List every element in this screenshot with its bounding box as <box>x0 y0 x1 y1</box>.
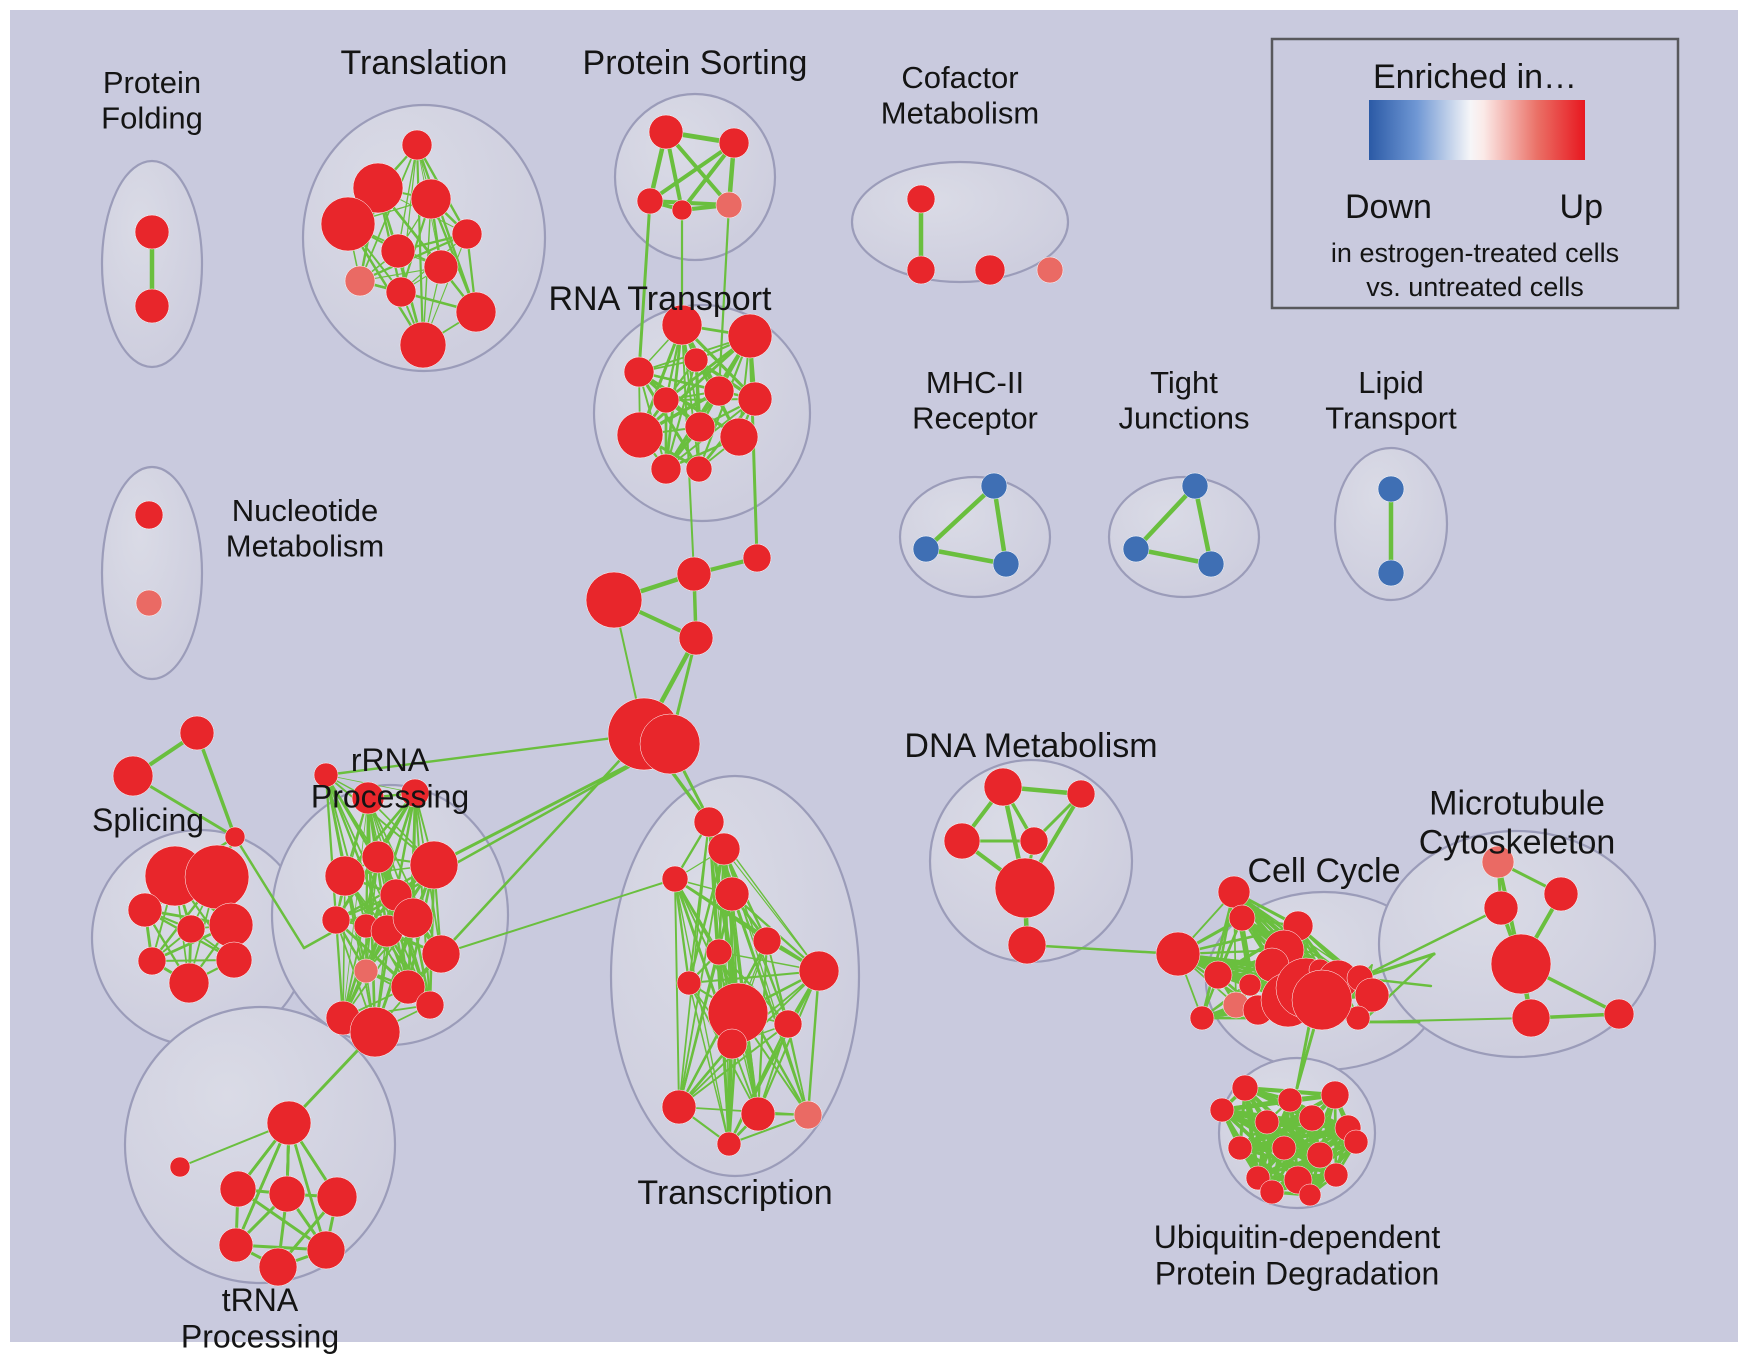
svg-text:Receptor: Receptor <box>912 401 1038 436</box>
svg-text:Folding: Folding <box>101 101 203 136</box>
svg-text:Translation: Translation <box>341 44 508 82</box>
svg-text:RNA Transport: RNA Transport <box>549 280 773 318</box>
svg-text:Ubiquitin-dependent: Ubiquitin-dependent <box>1154 1219 1441 1255</box>
svg-text:Processing: Processing <box>181 1318 339 1354</box>
svg-text:Processing: Processing <box>311 778 469 814</box>
svg-text:in estrogen-treated cells: in estrogen-treated cells <box>1331 238 1619 268</box>
svg-text:Down: Down <box>1345 188 1432 226</box>
svg-text:Microtubule: Microtubule <box>1429 785 1605 823</box>
svg-text:Enriched in…: Enriched in… <box>1373 58 1577 96</box>
svg-text:Transport: Transport <box>1325 401 1457 436</box>
svg-text:Metabolism: Metabolism <box>226 529 385 564</box>
svg-text:Junctions: Junctions <box>1119 401 1250 436</box>
svg-text:Protein Sorting: Protein Sorting <box>583 44 808 82</box>
svg-text:Metabolism: Metabolism <box>881 96 1040 131</box>
svg-text:tRNA: tRNA <box>222 1282 299 1318</box>
svg-text:MHC-II: MHC-II <box>926 365 1024 400</box>
svg-text:Lipid: Lipid <box>1358 365 1424 400</box>
svg-text:Nucleotide: Nucleotide <box>232 493 378 528</box>
svg-text:Transcription: Transcription <box>637 1174 832 1212</box>
svg-text:DNA Metabolism: DNA Metabolism <box>904 727 1157 765</box>
svg-text:Protein Degradation: Protein Degradation <box>1155 1255 1440 1291</box>
svg-text:Up: Up <box>1560 188 1603 226</box>
svg-text:Cytoskeleton: Cytoskeleton <box>1419 823 1616 861</box>
svg-text:Splicing: Splicing <box>92 802 204 838</box>
svg-text:Protein: Protein <box>103 65 201 100</box>
svg-text:Cofactor: Cofactor <box>901 60 1018 95</box>
svg-text:rRNA: rRNA <box>351 742 430 778</box>
svg-text:Cell Cycle: Cell Cycle <box>1247 852 1400 890</box>
svg-text:Tight: Tight <box>1150 365 1218 400</box>
svg-text:vs. untreated cells: vs. untreated cells <box>1366 272 1584 302</box>
